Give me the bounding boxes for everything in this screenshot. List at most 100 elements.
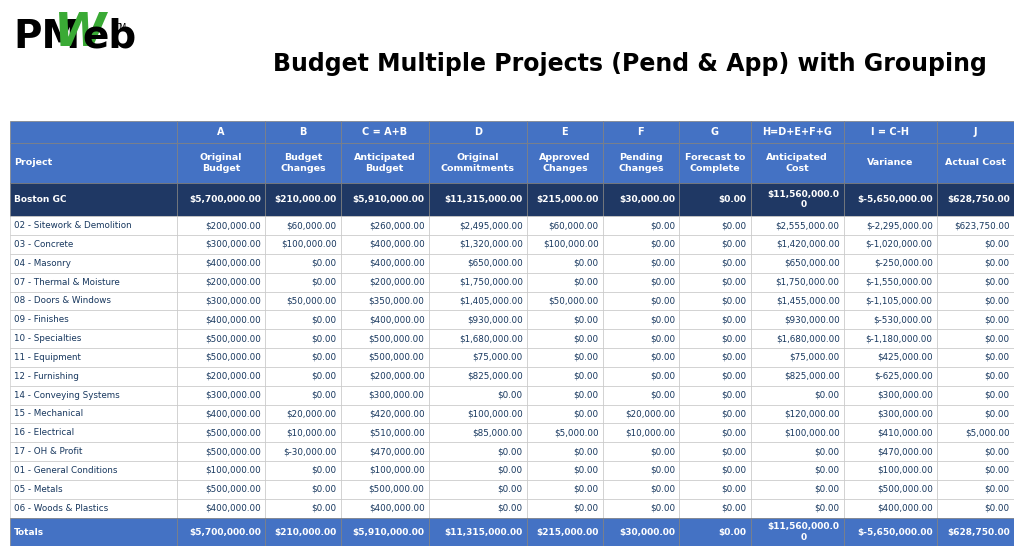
Bar <box>177 329 265 348</box>
Text: $200,000.00: $200,000.00 <box>205 372 261 381</box>
Bar <box>341 442 429 461</box>
Text: PM: PM <box>13 18 80 56</box>
Text: 02 - Sitework & Demolition: 02 - Sitework & Demolition <box>14 221 132 230</box>
Text: $0.00: $0.00 <box>650 221 675 230</box>
Text: 16 - Electrical: 16 - Electrical <box>14 428 75 437</box>
Text: $0.00: $0.00 <box>573 334 599 343</box>
Text: $0.00: $0.00 <box>311 485 337 494</box>
Text: $0.00: $0.00 <box>650 485 675 494</box>
Text: $300,000.00: $300,000.00 <box>205 240 261 249</box>
Text: $2,495,000.00: $2,495,000.00 <box>459 221 523 230</box>
Text: $1,680,000.00: $1,680,000.00 <box>776 334 840 343</box>
Bar <box>265 142 341 183</box>
Bar <box>937 310 1014 329</box>
Bar <box>341 499 429 518</box>
Bar <box>937 405 1014 423</box>
Bar <box>679 235 751 254</box>
Text: $0.00: $0.00 <box>573 278 599 286</box>
Bar <box>937 367 1014 386</box>
Bar <box>265 386 341 405</box>
Bar <box>10 329 177 348</box>
Text: $425,000.00: $425,000.00 <box>877 353 933 362</box>
Text: $-250,000.00: $-250,000.00 <box>873 259 933 268</box>
Text: $0.00: $0.00 <box>722 334 746 343</box>
Bar <box>844 499 937 518</box>
Bar <box>10 216 177 235</box>
Bar <box>679 142 751 183</box>
Bar <box>603 142 679 183</box>
Bar <box>679 386 751 405</box>
Bar <box>751 254 844 273</box>
Bar <box>679 329 751 348</box>
Bar <box>679 310 751 329</box>
Bar <box>341 518 429 546</box>
Text: $300,000.00: $300,000.00 <box>205 296 261 305</box>
Bar <box>341 254 429 273</box>
Text: $-30,000.00: $-30,000.00 <box>284 447 337 456</box>
Bar <box>603 518 679 546</box>
Bar <box>429 348 526 367</box>
Bar <box>844 291 937 310</box>
Bar <box>526 273 603 291</box>
Text: Forecast to
Complete: Forecast to Complete <box>685 153 745 173</box>
Text: $500,000.00: $500,000.00 <box>205 447 261 456</box>
Text: TM: TM <box>114 23 126 32</box>
Text: $510,000.00: $510,000.00 <box>369 428 425 437</box>
Bar <box>937 499 1014 518</box>
Bar <box>429 310 526 329</box>
Text: $650,000.00: $650,000.00 <box>467 259 523 268</box>
Bar <box>751 142 844 183</box>
Bar <box>177 461 265 480</box>
Text: $0.00: $0.00 <box>985 447 1010 456</box>
Bar <box>603 216 679 235</box>
Bar <box>937 348 1014 367</box>
Text: $20,000.00: $20,000.00 <box>625 410 675 418</box>
Bar <box>177 518 265 546</box>
Text: $0.00: $0.00 <box>311 372 337 381</box>
Bar <box>429 423 526 442</box>
Bar <box>937 142 1014 183</box>
Bar <box>265 499 341 518</box>
Text: $628,750.00: $628,750.00 <box>947 528 1010 537</box>
Bar <box>429 518 526 546</box>
Bar <box>341 386 429 405</box>
Bar <box>10 405 177 423</box>
Bar <box>177 216 265 235</box>
Bar <box>177 405 265 423</box>
Text: Anticipated
Cost: Anticipated Cost <box>766 153 828 173</box>
Text: $300,000.00: $300,000.00 <box>205 391 261 400</box>
Text: $-1,550,000.00: $-1,550,000.00 <box>865 278 933 286</box>
Bar <box>679 518 751 546</box>
Bar <box>341 121 429 142</box>
Text: $0.00: $0.00 <box>650 315 675 325</box>
Bar <box>429 461 526 480</box>
Bar <box>526 405 603 423</box>
Text: 15 - Mechanical: 15 - Mechanical <box>14 410 83 418</box>
Text: $400,000.00: $400,000.00 <box>369 503 425 513</box>
Text: C = A+B: C = A+B <box>362 127 408 137</box>
Text: H=D+E+F+G: H=D+E+F+G <box>762 127 833 137</box>
Bar <box>526 142 603 183</box>
Bar <box>937 386 1014 405</box>
Text: 06 - Woods & Plastics: 06 - Woods & Plastics <box>14 503 109 513</box>
Bar <box>265 121 341 142</box>
Text: Approved
Changes: Approved Changes <box>539 153 591 173</box>
Text: $60,000.00: $60,000.00 <box>287 221 337 230</box>
Bar <box>265 348 341 367</box>
Bar <box>751 329 844 348</box>
Text: E: E <box>561 127 568 137</box>
Text: $10,000.00: $10,000.00 <box>625 428 675 437</box>
Text: $0.00: $0.00 <box>719 528 746 537</box>
Text: $0.00: $0.00 <box>573 353 599 362</box>
Bar <box>603 254 679 273</box>
Text: $11,315,000.00: $11,315,000.00 <box>444 528 523 537</box>
Text: $-1,180,000.00: $-1,180,000.00 <box>865 334 933 343</box>
Bar <box>177 310 265 329</box>
Bar <box>679 367 751 386</box>
Bar <box>937 273 1014 291</box>
Text: $0.00: $0.00 <box>311 503 337 513</box>
Text: $50,000.00: $50,000.00 <box>549 296 599 305</box>
Bar <box>429 121 526 142</box>
Text: G: G <box>711 127 719 137</box>
Bar <box>937 235 1014 254</box>
